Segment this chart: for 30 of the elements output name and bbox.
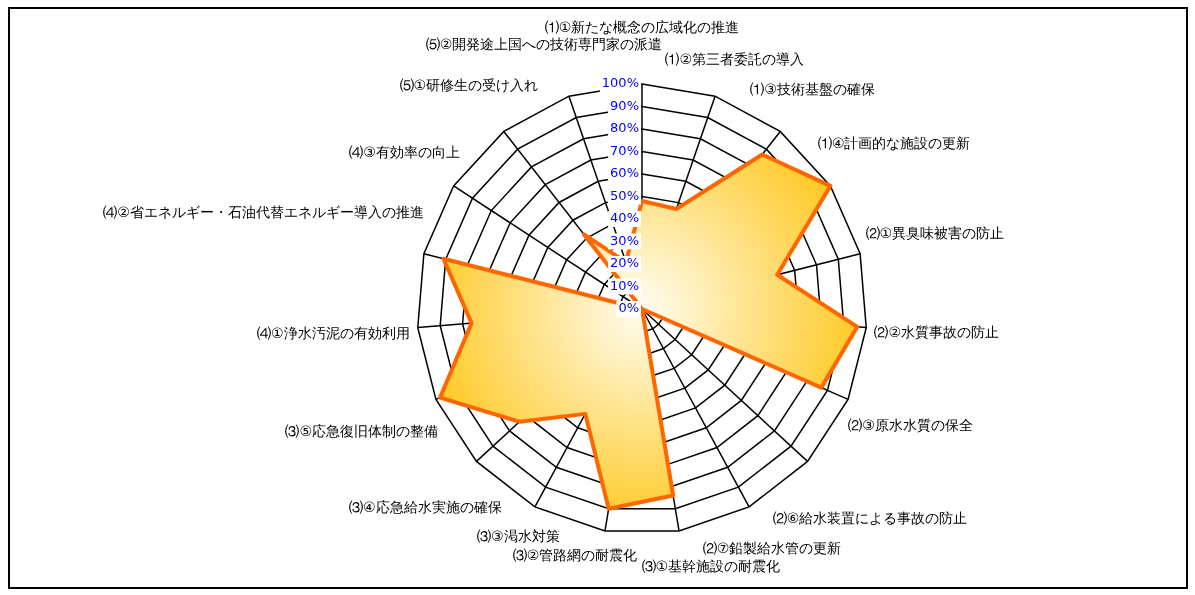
spoke-label: ⑶④応急給水実施の確保 <box>349 499 502 516</box>
spoke-label: ⑶①基幹施設の耐震化 <box>641 558 781 575</box>
y-tick-label: 40% <box>610 210 639 226</box>
y-tick-label: 90% <box>610 97 639 113</box>
spoke-label: ⑷①浄水汚泥の有効利用 <box>257 325 410 342</box>
spoke-label: ⑷③有効率の向上 <box>349 144 460 161</box>
y-tick-label: 60% <box>610 165 639 181</box>
y-tick-label: 30% <box>610 232 639 248</box>
y-tick-label: 0% <box>618 300 639 316</box>
spoke-label: ⑶②管路網の耐震化 <box>512 547 638 564</box>
spoke-label: ⑵①異臭味被害の防止 <box>865 225 1005 242</box>
y-tick-label: 50% <box>610 187 639 203</box>
spoke-label: ⑷②省エネルギー・石油代替エネルギー導入の推進 <box>103 203 424 220</box>
spoke-label: ⑶⑤応急復旧体制の整備 <box>285 422 438 439</box>
spoke-label: ⑵③原水水質の保全 <box>848 417 973 434</box>
y-tick-label: 20% <box>610 255 639 271</box>
y-tick-label: 10% <box>610 277 639 293</box>
spoke-label: ⑵②水質事故の防止 <box>874 324 999 341</box>
y-tick-label: 80% <box>610 120 639 136</box>
spoke-label: ⑸②開発途上国への技術専門家の派遣 <box>425 35 663 52</box>
spoke-label: ⑵⑥給水装置による事故の防止 <box>772 509 968 526</box>
spoke-label: ⑵⑦鉛製給水管の更新 <box>702 539 842 556</box>
spoke-label: ⑴②第三者委託の導入 <box>665 50 804 67</box>
y-tick-label: 70% <box>610 142 639 158</box>
spoke-label: ⑸①研修生の受け入れ <box>399 77 539 94</box>
y-tick-label: 100% <box>601 75 639 91</box>
spoke-label: ⑴③技術基盤の確保 <box>750 80 875 97</box>
spoke-label: ⑴①新たな概念の広域化の推進 <box>544 18 740 35</box>
spoke-label: ⑴④計画的な施設の更新 <box>817 134 971 151</box>
spoke-label: ⑶③渇水対策 <box>477 528 560 545</box>
